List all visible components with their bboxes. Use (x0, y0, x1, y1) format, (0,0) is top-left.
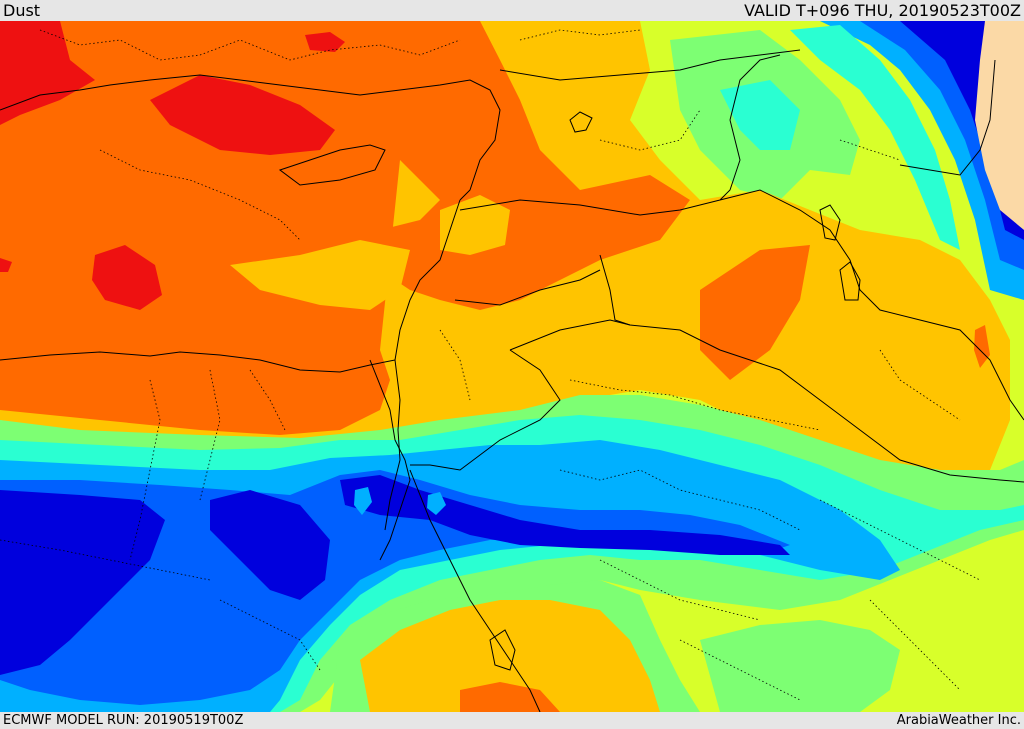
southeast-green (700, 620, 900, 712)
field-title: Dust (3, 1, 41, 20)
header-bar: Dust VALID T+096 THU, 20190523T00Z (0, 0, 1024, 21)
no-dust-dark-sinai (340, 475, 790, 555)
dust-forecast-map (0, 21, 1024, 712)
map-canvas (0, 21, 1024, 712)
southeast-yellow (870, 595, 1024, 712)
blue-dot-2 (427, 492, 446, 515)
outside-domain (975, 21, 1024, 230)
no-dust-dark-left (0, 490, 165, 675)
orange-far-east-dot (974, 325, 990, 368)
north-cyan-patch (720, 80, 800, 150)
coastlines (0, 49, 1024, 712)
yellow-inner-patch (230, 240, 410, 310)
red-max-med (92, 245, 162, 310)
southern-yellow-patch (360, 600, 660, 712)
southern-orange-patch (460, 682, 560, 712)
no-dust-dark-center (210, 490, 330, 600)
blue-dot-1 (354, 487, 372, 515)
yellow-levant-patch (440, 195, 510, 255)
internal-boundaries (0, 29, 981, 701)
red-max-northwest (0, 21, 95, 125)
minimal-blue-band (0, 470, 790, 705)
valid-time-label: VALID T+096 THU, 20190523T00Z (744, 1, 1021, 20)
red-max-top (305, 32, 345, 52)
model-run-label: ECMWF MODEL RUN: 20190519T00Z (3, 713, 244, 728)
red-max-edge (0, 258, 12, 272)
east-cyan-strip (790, 25, 960, 250)
provider-credit: ArabiaWeather Inc. (896, 713, 1021, 728)
red-max-turkey (150, 75, 335, 155)
footer-bar: ECMWF MODEL RUN: 20190519T00Z ArabiaWeat… (0, 712, 1024, 729)
orange-east-blob (700, 245, 810, 380)
